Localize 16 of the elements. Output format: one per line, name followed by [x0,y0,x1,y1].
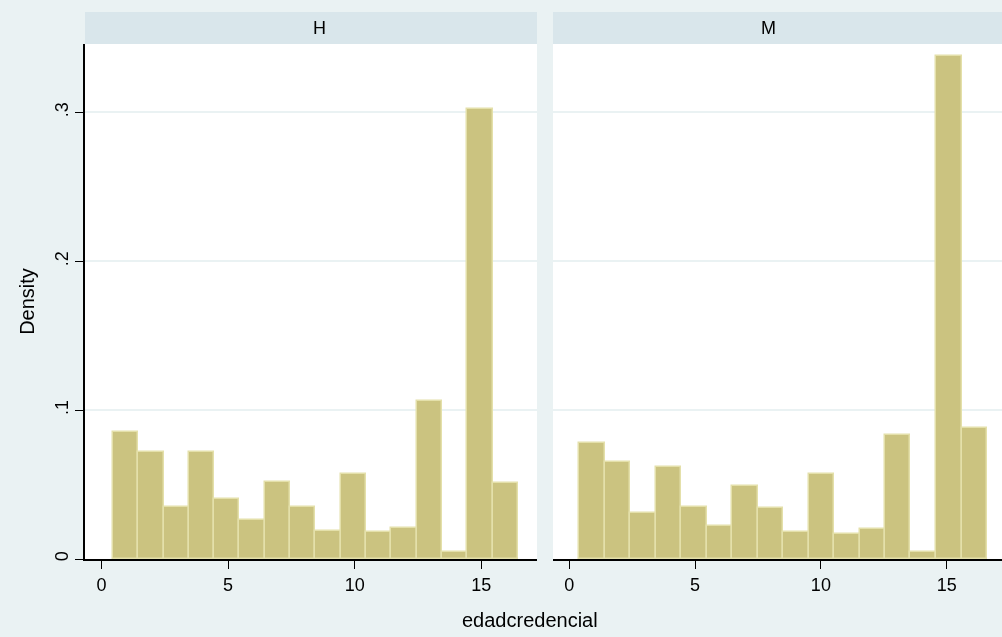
x-tick-label: 15 [471,574,492,595]
x-tick-label: 10 [810,574,831,595]
chart-title: H [313,18,326,38]
x-tick-label: 10 [344,574,365,595]
y-axis-title: Density [15,268,38,335]
x-tick-label: 5 [690,574,701,595]
y-tick-label: .3 [51,102,72,118]
x-tick-label: 0 [96,574,107,595]
x-axis-title: edadcredencial [462,609,598,631]
x-tick-label: 0 [564,574,575,595]
y-tick-label: 0 [51,551,72,562]
x-tick-label: 5 [223,574,234,595]
y-tick-label: .2 [51,251,72,267]
x-tick-label: 15 [936,574,957,595]
chart-title: M [761,18,776,38]
y-tick-label: .1 [51,399,72,415]
